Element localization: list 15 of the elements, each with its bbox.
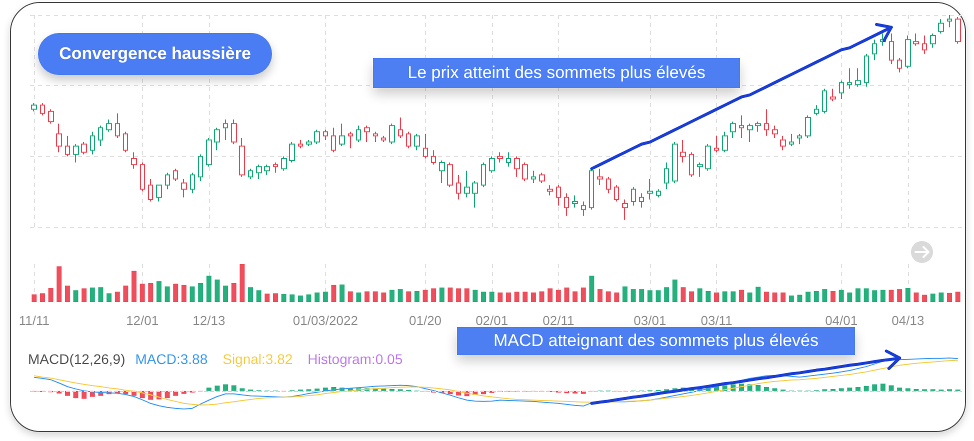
x-tick-label: 12/13	[192, 313, 226, 328]
x-tick-label: 01/20	[408, 313, 442, 328]
x-tick-label: 03/11	[700, 313, 732, 328]
x-tick-label: 04/01	[825, 313, 858, 328]
x-tick-label: 01/03/2022	[292, 313, 358, 328]
text: Signal:3.82	[222, 351, 293, 367]
x-tick-label: 12/01	[126, 313, 159, 328]
text: MACD:3.88	[135, 351, 208, 367]
legend-title: MACD(12,26,9)	[28, 351, 126, 367]
series-label: Histogram:0.05	[308, 351, 403, 367]
x-tick-label: 11/11	[18, 313, 50, 328]
x-tick-label: 02/11	[542, 313, 574, 328]
x-tick-label: 04/13	[892, 313, 924, 328]
x-tick-label: 03/01	[634, 313, 666, 328]
x-tick-label: 02/01	[476, 313, 508, 328]
